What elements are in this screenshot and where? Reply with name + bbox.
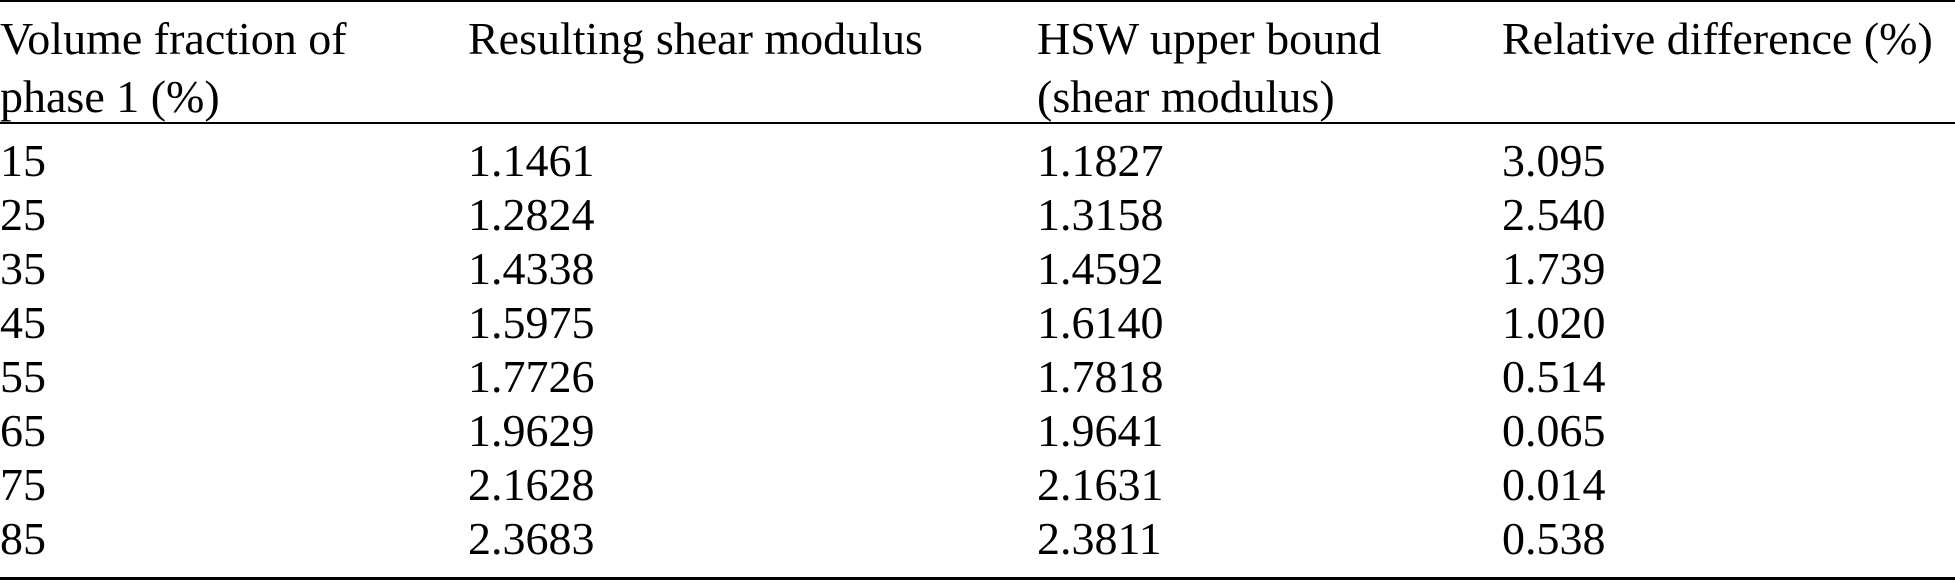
header-line: Volume fraction of [0,13,347,64]
header-hsw-upper-bound: HSW upper bound (shear modulus) [1037,0,1502,126]
relative-difference-cell: 0.538 [1502,513,1606,564]
hsw-bound-cell: 1.3158 [1037,189,1164,240]
table-row: 45 1.5975 1.6140 1.020 [0,296,1955,350]
hsw-bound-cell: 1.4592 [1037,243,1164,294]
shear-modulus-cell: 1.7726 [468,351,595,402]
volume-fraction-cell: 25 [0,189,46,240]
shear-modulus-cell: 1.4338 [468,243,595,294]
header-rule [0,122,1955,124]
header-row: Volume fraction of phase 1 (%) Resulting … [0,0,1955,126]
relative-difference-cell: 0.514 [1502,351,1606,402]
hsw-bound-cell: 2.1631 [1037,459,1164,510]
relative-difference-cell: 3.095 [1502,135,1606,186]
volume-fraction-cell: 45 [0,297,46,348]
relative-difference-cell: 1.739 [1502,243,1606,294]
hsw-bound-cell: 1.1827 [1037,135,1164,186]
shear-modulus-cell: 1.5975 [468,297,595,348]
results-table: Volume fraction of phase 1 (%) Resulting … [0,0,1955,566]
table-row: 35 1.4338 1.4592 1.739 [0,242,1955,296]
header-resulting-shear-modulus: Resulting shear modulus [468,0,1037,126]
volume-fraction-cell: 55 [0,351,46,402]
table-row: 25 1.2824 1.3158 2.540 [0,188,1955,242]
volume-fraction-cell: 85 [0,513,46,564]
shear-modulus-cell: 1.1461 [468,135,595,186]
table-row: 55 1.7726 1.7818 0.514 [0,350,1955,404]
volume-fraction-cell: 65 [0,405,46,456]
relative-difference-cell: 1.020 [1502,297,1606,348]
hsw-bound-cell: 2.3811 [1037,513,1162,564]
table-row: 65 1.9629 1.9641 0.065 [0,404,1955,458]
relative-difference-cell: 0.014 [1502,459,1606,510]
volume-fraction-cell: 35 [0,243,46,294]
top-rule [0,0,1955,2]
volume-fraction-cell: 75 [0,459,46,510]
shear-modulus-cell: 2.3683 [468,513,595,564]
hsw-bound-cell: 1.6140 [1037,297,1164,348]
table-row: 75 2.1628 2.1631 0.014 [0,458,1955,512]
header-line: HSW upper bound [1037,13,1382,64]
header-line: (shear modulus) [1037,71,1335,122]
header-line: Resulting shear modulus [468,13,923,64]
relative-difference-cell: 2.540 [1502,189,1606,240]
hsw-bound-cell: 1.7818 [1037,351,1164,402]
header-relative-difference: Relative difference (%) [1502,0,1955,126]
header-line: phase 1 (%) [0,71,220,122]
bottom-rule [0,577,1955,580]
table-row: 15 1.1461 1.1827 3.095 [0,126,1955,188]
shear-modulus-cell: 1.2824 [468,189,595,240]
header-volume-fraction: Volume fraction of phase 1 (%) [0,0,468,126]
header-line: Relative difference (%) [1502,13,1933,64]
shear-modulus-cell: 2.1628 [468,459,595,510]
table-row: 85 2.3683 2.3811 0.538 [0,512,1955,566]
hsw-bound-cell: 1.9641 [1037,405,1164,456]
volume-fraction-cell: 15 [0,135,46,186]
relative-difference-cell: 0.065 [1502,405,1606,456]
shear-modulus-cell: 1.9629 [468,405,595,456]
